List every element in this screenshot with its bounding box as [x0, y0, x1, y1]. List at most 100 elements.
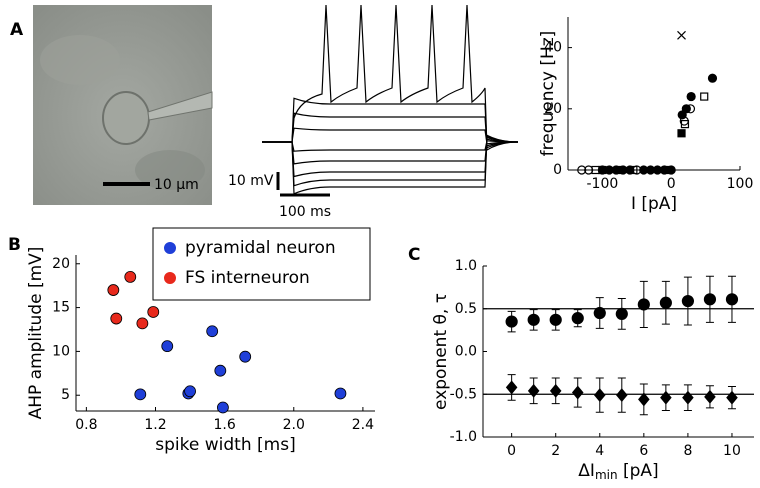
marker: [725, 293, 739, 306]
x-tick-label: 2.4: [352, 417, 374, 433]
marker: [549, 383, 562, 398]
x-tick-label: 6: [639, 443, 648, 459]
marker: [147, 306, 160, 318]
marker: [726, 390, 738, 405]
trace: [262, 140, 519, 152]
marker: [584, 165, 594, 175]
scale-bar-label: 10 mV: [228, 173, 274, 189]
trace: [262, 136, 519, 178]
x-tick-label: 2.0: [283, 417, 305, 433]
x-tick-label: 1.6: [214, 417, 236, 433]
marker: [206, 325, 219, 338]
marker: [682, 390, 694, 405]
panel-label: B: [8, 235, 21, 255]
marker: [505, 315, 518, 328]
x-tick-label: 0: [507, 443, 516, 459]
marker: [107, 284, 120, 296]
marker: [680, 119, 690, 129]
marker: [703, 293, 717, 306]
marker: [681, 294, 695, 308]
y-tick-label: 20: [544, 101, 562, 117]
marker: [659, 296, 672, 309]
marker: [124, 271, 137, 283]
legend-swatch: [164, 242, 176, 254]
x-tick-label: 10: [723, 443, 741, 459]
panel-label: C: [408, 245, 420, 265]
marker: [615, 307, 628, 320]
marker: [707, 73, 718, 83]
trace: [262, 4, 519, 152]
marker: [577, 165, 587, 175]
marker: [593, 388, 606, 403]
y-axis-label: frequency [Hz]: [538, 31, 558, 157]
marker: [598, 165, 607, 175]
x-axis-label: I [pA]: [631, 194, 677, 214]
marker: [214, 364, 227, 377]
marker: [527, 383, 540, 398]
micrograph: [33, 5, 213, 205]
trace: [262, 127, 519, 145]
x-label-part: [pA]: [618, 461, 659, 481]
marker: [110, 312, 123, 325]
marker: [685, 104, 696, 114]
legend-swatch: [164, 272, 176, 284]
y-tick-label: 15: [52, 300, 70, 316]
x-axis-label: spike width [ms]: [155, 435, 295, 455]
marker: [629, 165, 638, 175]
marker: [615, 165, 624, 175]
legend-label: FS interneuron: [185, 268, 310, 288]
y-tick-label: -1.0: [450, 429, 477, 445]
marker: [571, 312, 584, 325]
marker: [571, 385, 584, 400]
marker: [217, 401, 229, 414]
marker: [616, 388, 628, 403]
marker: [527, 313, 540, 326]
y-tick-label: 20: [52, 256, 70, 272]
marker: [663, 165, 672, 175]
x-label-part: ΔI: [578, 461, 595, 481]
panel-label: A: [10, 20, 24, 40]
scale-bar-label: 10 μm: [154, 177, 199, 193]
voltage-traces: [262, 4, 519, 195]
y-tick-label: 1.0: [455, 258, 477, 274]
y-axis-label: AHP amplitude [mV]: [26, 247, 46, 420]
marker: [136, 317, 149, 330]
marker: [549, 313, 562, 326]
scale-bar-label: 100 ms: [279, 204, 331, 220]
marker: [704, 389, 716, 404]
y-tick-label: 5: [61, 387, 70, 403]
y-tick-label: 40: [544, 40, 562, 56]
marker: [637, 298, 650, 311]
marker: [161, 340, 174, 353]
marker: [660, 390, 672, 405]
x-tick-label: 0: [667, 176, 676, 192]
trace: [262, 134, 519, 195]
legend-label: pyramidal neuron: [185, 238, 336, 258]
marker: [686, 91, 696, 102]
legend-frame: [152, 227, 371, 301]
x-axis-label: ΔImin [pA]: [578, 461, 658, 482]
marker: [334, 387, 347, 400]
x-tick-label: -100: [587, 176, 619, 192]
trace: [262, 138, 519, 165]
marker: [677, 30, 686, 40]
y-tick-label: 0.5: [455, 301, 477, 317]
marker: [239, 350, 252, 363]
marker: [677, 129, 686, 138]
x-tick-label: 8: [683, 443, 692, 459]
marker: [134, 388, 147, 401]
x-tick-label: 4: [595, 443, 604, 459]
x-tick-label: 1.2: [144, 417, 166, 433]
marker: [638, 392, 650, 407]
marker: [505, 380, 518, 395]
y-tick-label: -0.5: [450, 386, 477, 402]
x-label-part: min: [595, 468, 618, 482]
y-tick-label: 0: [553, 162, 562, 178]
marker: [700, 92, 709, 101]
y-axis-label: exponent θ, τ: [431, 293, 451, 410]
x-tick-label: 2: [551, 443, 560, 459]
x-tick-label: 100: [727, 176, 754, 192]
x-tick-label: 0.8: [75, 417, 97, 433]
y-tick-label: 10: [52, 343, 70, 359]
